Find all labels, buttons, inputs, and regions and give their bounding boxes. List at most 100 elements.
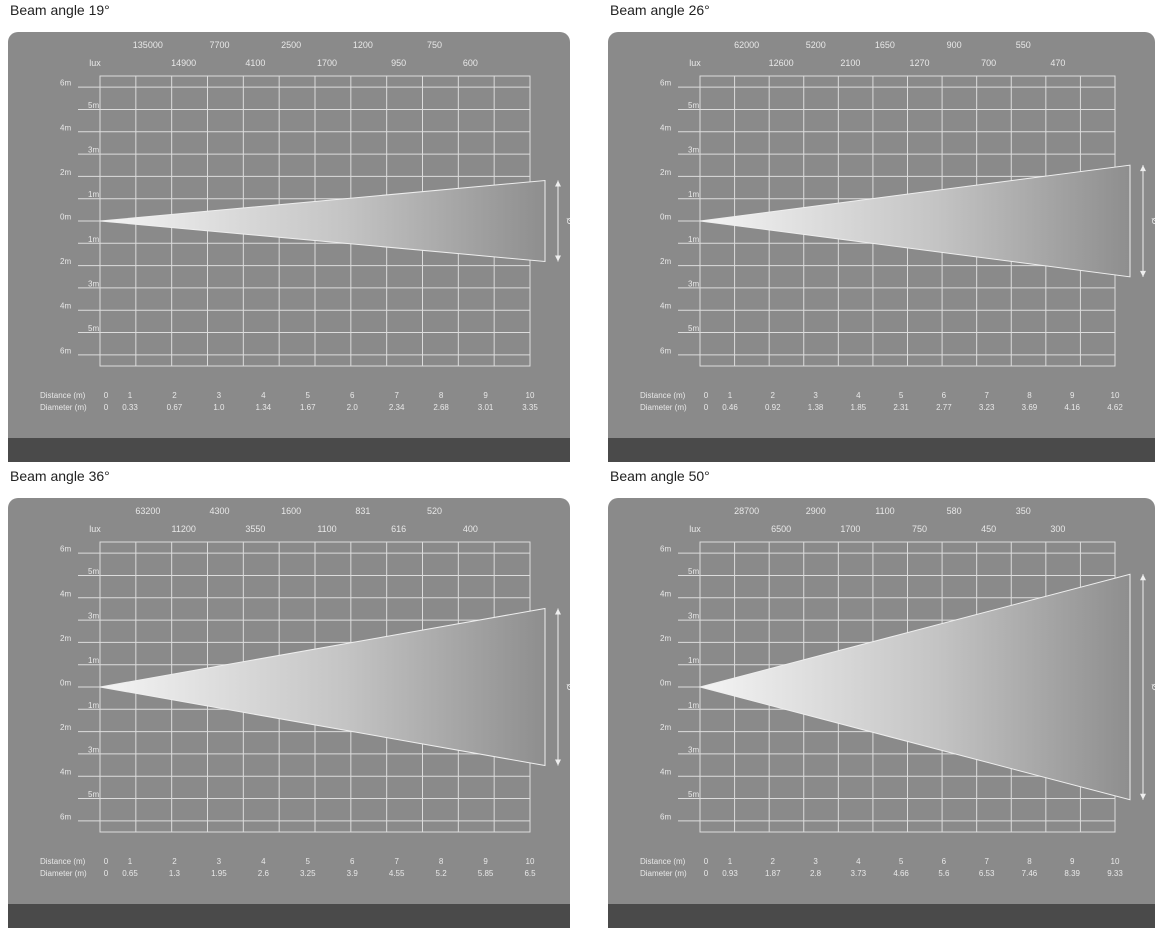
arrow-head-bottom [555, 255, 561, 262]
y-tick-label: 6m [60, 346, 71, 355]
y-tick-label: 0m [60, 679, 71, 688]
y-tick-label: 1m [88, 190, 99, 199]
beam-cone [99, 607, 546, 767]
arrow-head-bottom [1140, 793, 1146, 800]
panel-footer-band [8, 438, 570, 462]
arrow-head-top [555, 180, 561, 187]
diameter-value: 0 [104, 869, 109, 878]
distance-value: 8 [1027, 391, 1032, 400]
distance-value: 7 [984, 857, 989, 866]
distance-value: 3 [813, 857, 818, 866]
distance-value: 8 [439, 857, 444, 866]
lux-bottom-label: 1270 [909, 58, 929, 68]
lux-bottom-label: 600 [463, 58, 478, 68]
diameter-value: 9.33 [1107, 869, 1123, 878]
diameter-symbol: Ø [565, 683, 570, 690]
lux-top-label: 1650 [875, 40, 895, 50]
panel-beam-19: Beam angle 19° 6m 5m 4m 3m 2m 1m 0m 1m 2m 3m 4m 5m 6… [0, 0, 570, 465]
lux-top-label: 2900 [806, 506, 826, 516]
diameter-value: 4.62 [1107, 403, 1123, 412]
y-tick-label: 6m [660, 79, 671, 88]
distance-value: 4 [261, 857, 266, 866]
y-tick-label: 4m [660, 302, 671, 311]
distance-value: 5 [306, 857, 311, 866]
diameter-value: 2.6 [258, 869, 270, 878]
diameter-value: 1.87 [765, 869, 781, 878]
diameter-value: 3.23 [979, 403, 995, 412]
y-tick-label: 2m [60, 168, 71, 177]
lux-bottom-label: 1700 [317, 58, 337, 68]
diameter-value: 0 [704, 403, 709, 412]
arrow-head-bottom [555, 759, 561, 766]
diameter-value: 3.25 [300, 869, 316, 878]
distance-value: 2 [172, 857, 177, 866]
arrow-head-bottom [1140, 270, 1146, 277]
distance-value: 10 [1111, 857, 1120, 866]
lux-top-label: 900 [947, 40, 962, 50]
y-tick-label: 4m [660, 768, 671, 777]
y-tick-label: 2m [60, 634, 71, 643]
distance-value: 5 [306, 391, 311, 400]
diameter-symbol: Ø [1150, 683, 1155, 690]
distance-value: 1 [128, 391, 133, 400]
y-tick-label: 6m [660, 812, 671, 821]
y-tick-label: 4m [60, 768, 71, 777]
diameter-value: 2.34 [389, 403, 405, 412]
lux-bottom-label: 14900 [171, 58, 196, 68]
distance-row-label: Distance (m) [40, 857, 86, 866]
lux-top-label: 63200 [135, 506, 160, 516]
y-tick-label: 1m [688, 190, 699, 199]
lux-top-label: 1100 [875, 506, 894, 516]
lux-top-label: 350 [1016, 506, 1031, 516]
y-tick-label: 1m [688, 235, 699, 244]
y-tick-label: 6m [60, 79, 71, 88]
diameter-value: 0.65 [122, 869, 138, 878]
lux-top-label: 2500 [281, 40, 301, 50]
distance-value: 1 [128, 857, 133, 866]
distance-value: 8 [439, 391, 444, 400]
distance-value: 2 [771, 857, 776, 866]
distance-row-label: Distance (m) [640, 857, 686, 866]
lux-bottom-label: 3550 [245, 524, 265, 534]
diameter-value: 0.92 [765, 403, 781, 412]
lux-bottom-label: 1700 [840, 524, 860, 534]
diameter-value: 5.6 [938, 869, 950, 878]
arrow-head-top [1140, 574, 1146, 581]
y-tick-label: 3m [88, 745, 99, 754]
y-tick-label: 1m [88, 701, 99, 710]
y-tick-label: 2m [660, 168, 671, 177]
panel-beam-36: Beam angle 36° 6m 5m 4m 3m 2m 1m 0m 1m 2m 3m 4m 5m 6… [0, 466, 570, 931]
distance-value: 9 [1070, 857, 1075, 866]
lux-top-label: 135000 [133, 40, 163, 50]
lux-bottom-label: 450 [981, 524, 996, 534]
diameter-value: 1.95 [211, 869, 227, 878]
diameter-value: 0.33 [122, 403, 138, 412]
diameter-value: 5.85 [478, 869, 494, 878]
distance-value: 1 [728, 857, 733, 866]
diameter-value: 1.0 [213, 403, 225, 412]
chart-title: Beam angle 19° [10, 2, 110, 18]
y-tick-label: 2m [660, 634, 671, 643]
beam-cone [699, 164, 1131, 278]
distance-value: 7 [394, 391, 399, 400]
chart-title: Beam angle 50° [610, 468, 710, 484]
diameter-value: 5.2 [436, 869, 448, 878]
diameter-symbol: Ø [1150, 217, 1155, 224]
y-tick-label: 4m [660, 123, 671, 132]
chart-title: Beam angle 36° [10, 468, 110, 484]
diameter-value: 2.8 [810, 869, 822, 878]
lux-unit-label: lux [89, 58, 101, 68]
diameter-value: 2.68 [433, 403, 449, 412]
distance-value: 4 [261, 391, 266, 400]
distance-value: 5 [899, 391, 904, 400]
y-tick-label: 2m [660, 723, 671, 732]
y-tick-label: 6m [660, 346, 671, 355]
y-tick-label: 0m [60, 213, 71, 222]
distance-value: 3 [217, 391, 222, 400]
y-tick-label: 5m [88, 101, 99, 110]
y-tick-label: 3m [88, 146, 99, 155]
distance-row-label: Distance (m) [40, 391, 86, 400]
diameter-value: 1.34 [256, 403, 272, 412]
beam-cone [99, 179, 546, 263]
lux-unit-label: lux [689, 524, 701, 534]
